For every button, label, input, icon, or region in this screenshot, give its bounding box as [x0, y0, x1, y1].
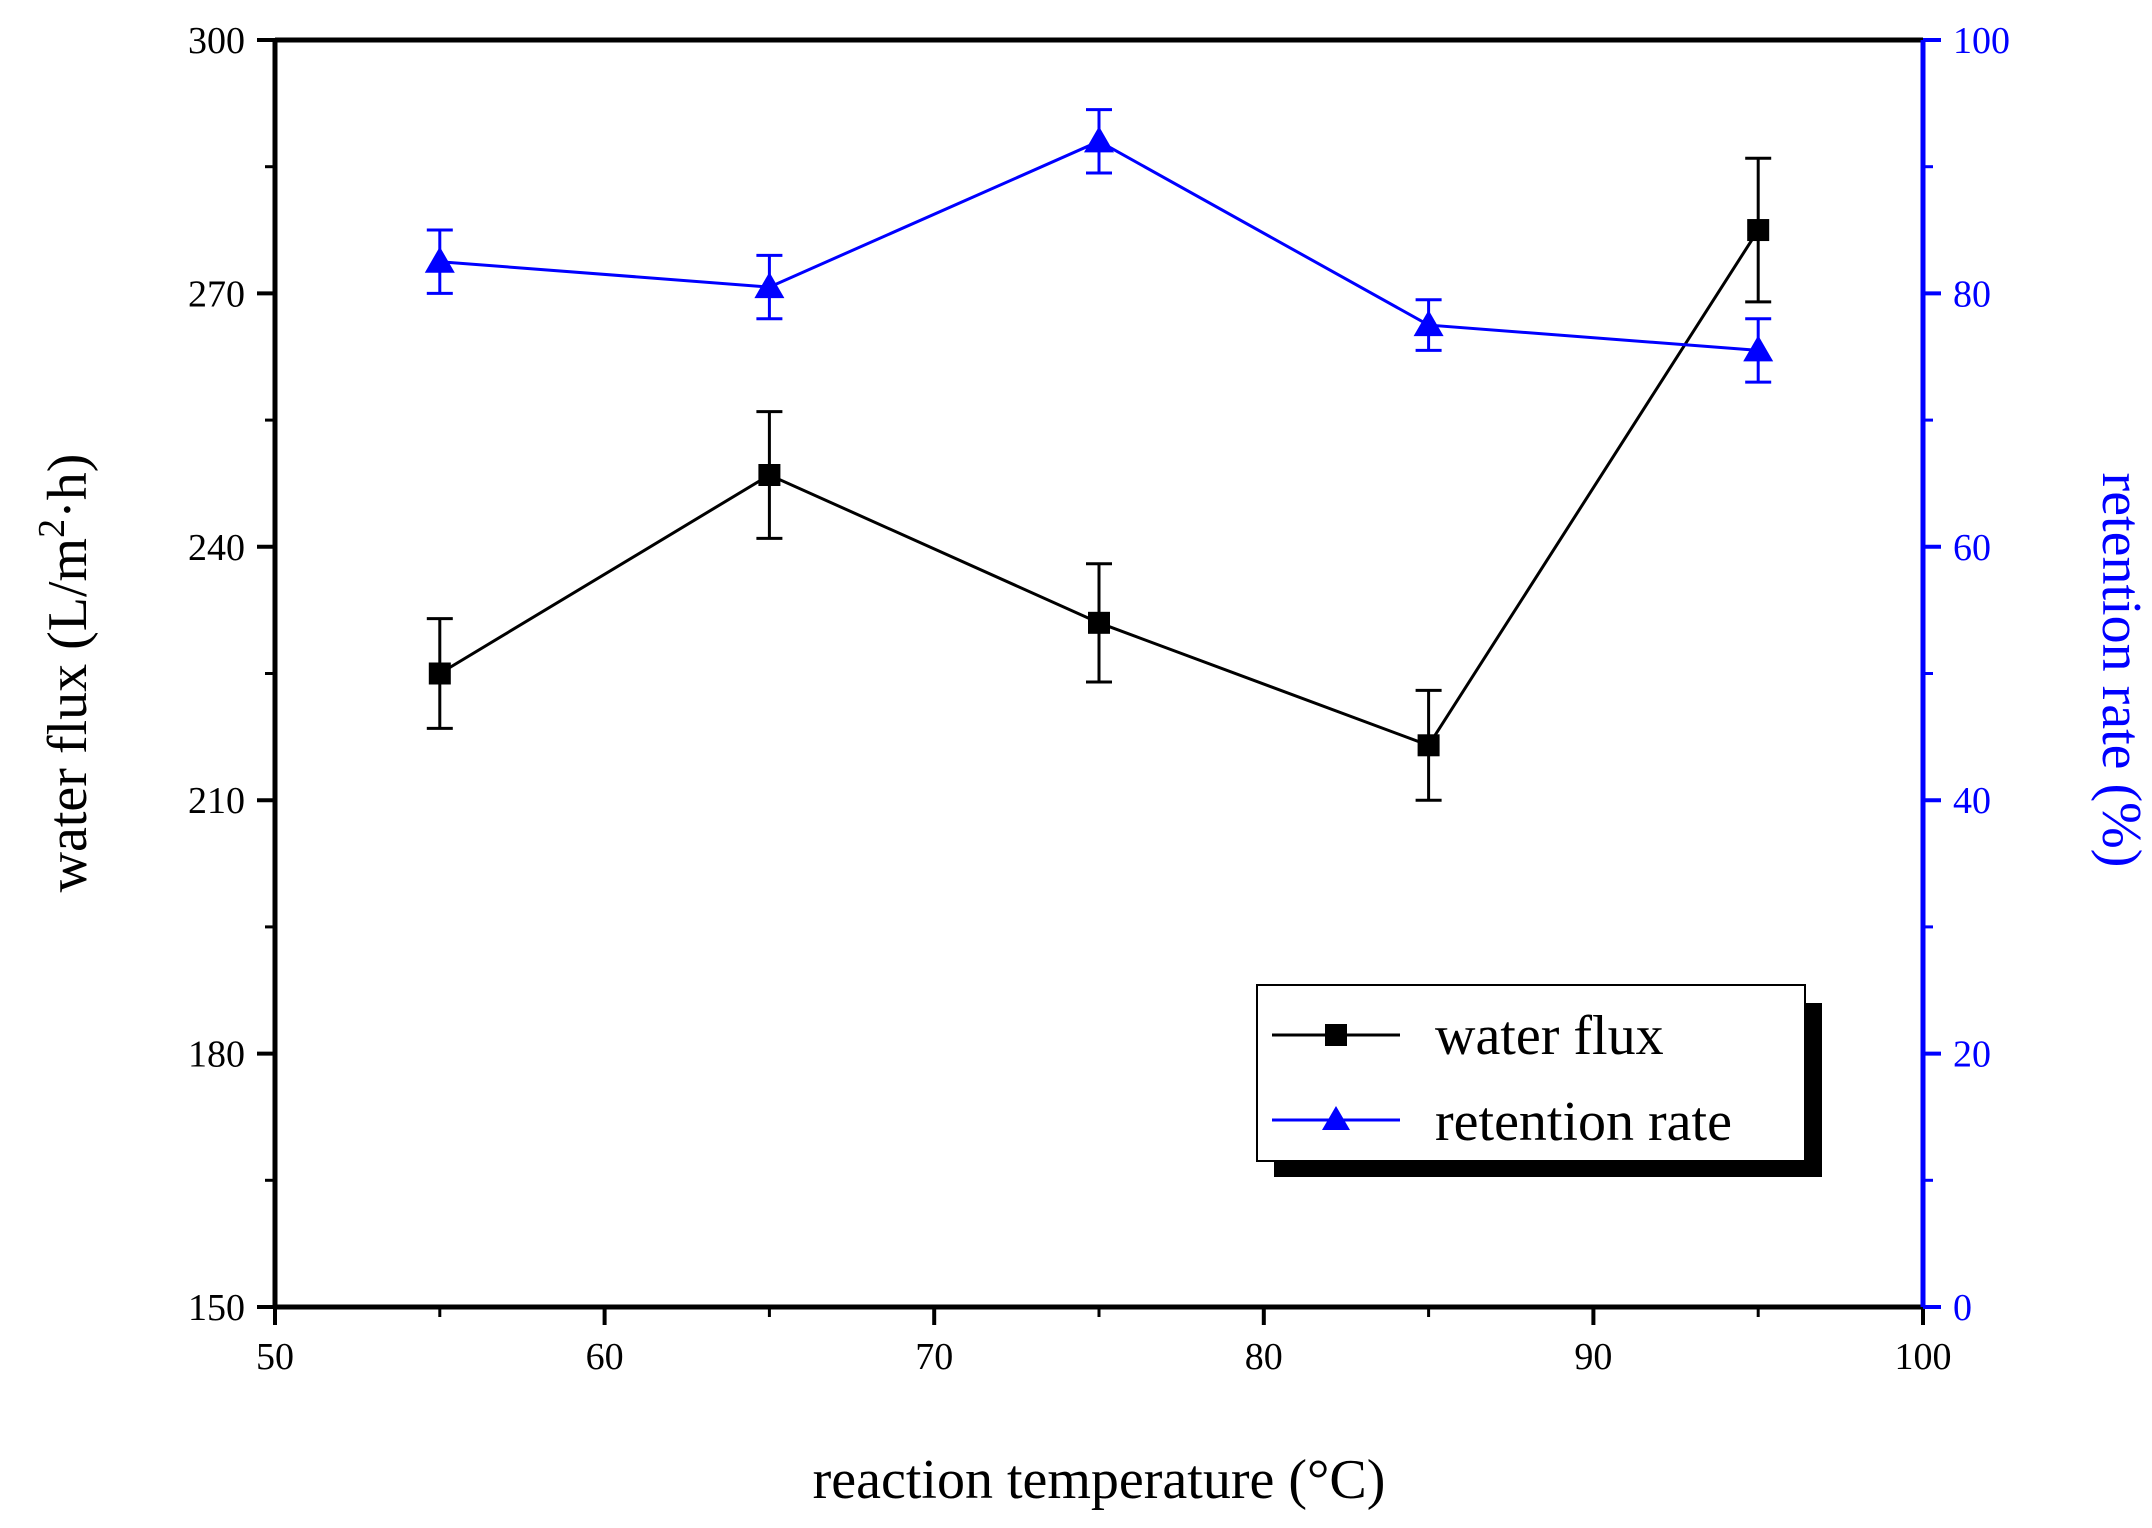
left-tick-label: 180 [188, 1034, 245, 1076]
left-axis-title-main: water flux (L/m [37, 538, 99, 893]
left-axis-title-superscript: 2 [31, 519, 73, 538]
legend-water-flux-marker [1325, 1024, 1347, 1046]
retention-rate-point [1084, 126, 1114, 153]
retention-rate-point [1743, 335, 1774, 362]
x-axis-title: reaction temperature (°C) [813, 1449, 1386, 1511]
water-flux-point [1088, 611, 1110, 634]
series-retention-rate [424, 108, 1774, 384]
legend-box [1256, 984, 1806, 1162]
retention-rate-point [1413, 310, 1444, 337]
right-axis-ticks: 0 20 40 60 80 100 [1923, 20, 2010, 1329]
right-tick-label: 100 [1953, 20, 2010, 62]
water-flux-point [1417, 734, 1440, 757]
water-flux-point [1747, 219, 1770, 242]
x-tick-label: 50 [256, 1336, 294, 1378]
water-flux-point [428, 662, 451, 685]
right-tick-label: 60 [1953, 527, 1991, 569]
left-tick-label: 210 [188, 780, 245, 822]
right-axis-title: retention rate (%) [2090, 473, 2152, 868]
x-tick-label: 80 [1245, 1336, 1283, 1378]
x-tick-label: 100 [1895, 1336, 1952, 1378]
left-tick-label: 300 [188, 20, 245, 62]
series-water-flux [426, 156, 1772, 802]
x-tick-label: 60 [586, 1336, 624, 1378]
series-layer [424, 108, 1774, 802]
legend: water flux retention rate [1256, 984, 1822, 1177]
right-tick-label: 40 [1953, 780, 1991, 822]
x-tick-label: 90 [1574, 1336, 1612, 1378]
legend-entry-retention-rate: retention rate [1272, 1091, 1732, 1153]
legend-water-flux-label: water flux [1435, 1005, 1664, 1067]
left-tick-label: 240 [188, 527, 245, 569]
x-axis-ticks: 50 60 70 80 90 100 [256, 1307, 1952, 1378]
retention-rate-point [754, 272, 785, 299]
right-tick-label: 0 [1953, 1287, 1972, 1329]
x-tick-label: 70 [915, 1336, 953, 1378]
left-axis-title: water flux (L/m2·h) [31, 454, 99, 893]
legend-entry-water-flux: water flux [1272, 1005, 1664, 1067]
right-tick-label: 20 [1953, 1034, 1991, 1076]
water-flux-point [758, 464, 781, 487]
left-axis-title-end: ·h) [37, 454, 99, 519]
right-tick-label: 80 [1953, 273, 1991, 315]
left-tick-label: 150 [188, 1287, 245, 1329]
left-axis-ticks: 150 180 210 240 270 300 [188, 20, 275, 1329]
legend-retention-rate-label: retention rate [1435, 1091, 1732, 1153]
legend-retention-rate-marker [1322, 1106, 1350, 1130]
left-tick-label: 270 [188, 273, 245, 315]
retention-rate-point [424, 246, 455, 273]
